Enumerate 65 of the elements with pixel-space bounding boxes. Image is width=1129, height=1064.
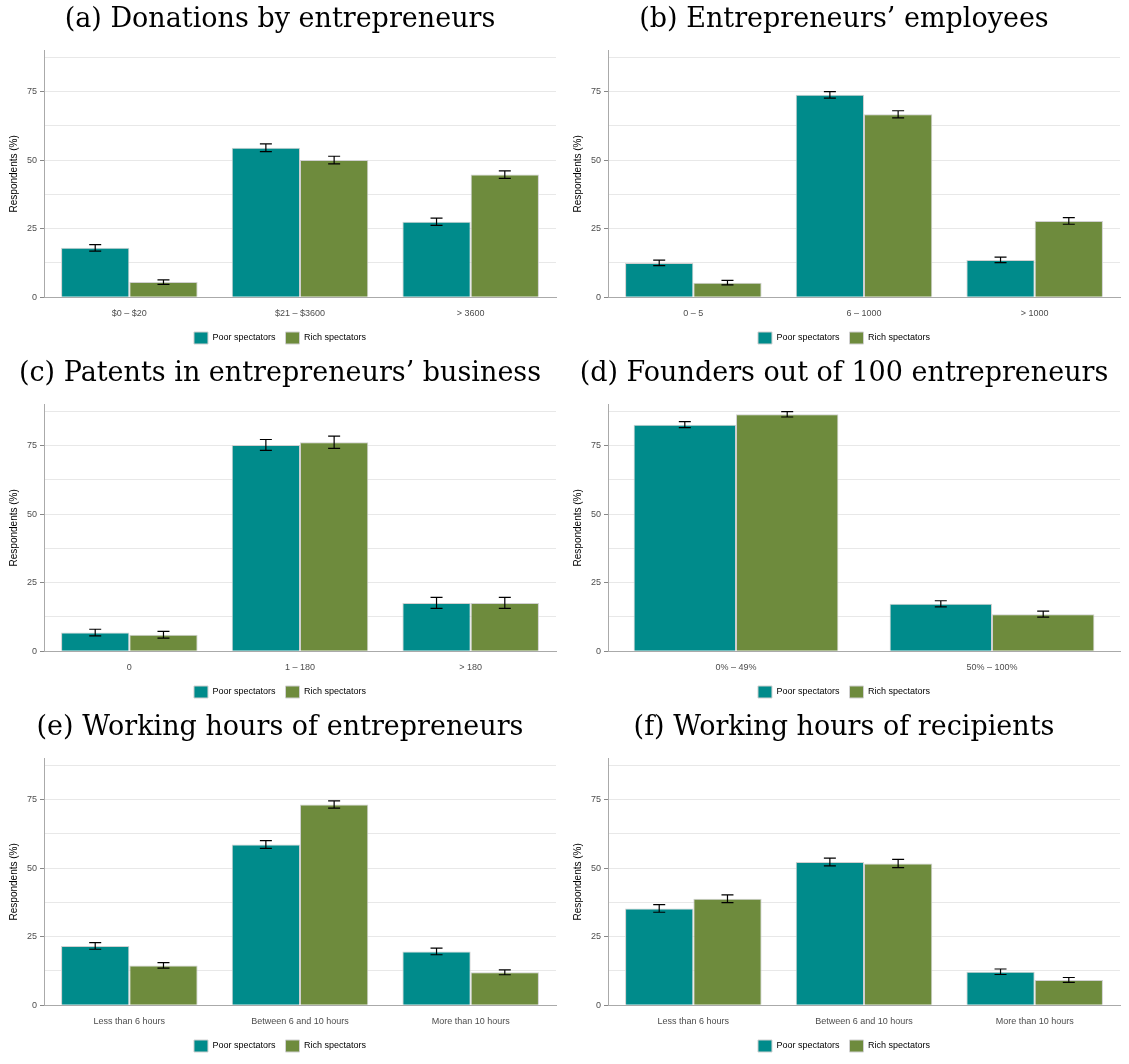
legend-label: Rich spectators [304, 1040, 367, 1051]
legend-label: Poor spectators [776, 686, 840, 697]
y-axis-title: Respondents (%) [571, 489, 583, 567]
legend-label: Poor spectators [212, 686, 276, 697]
y-tick-label: 75 [27, 794, 38, 805]
legend-label: Rich spectators [304, 686, 367, 697]
y-tick-label: 50 [591, 154, 602, 165]
y-tick-label: 25 [27, 931, 38, 942]
y-tick-label: 25 [27, 577, 38, 588]
x-tick-label: Less than 6 hours [657, 1016, 730, 1027]
y-tick-label: 50 [591, 862, 602, 873]
legend-label: Rich spectators [868, 332, 931, 343]
chart-title: (c) Patents in entrepreneurs’ business [18, 356, 542, 388]
x-tick-label: 0 – 5 [683, 308, 704, 319]
legend-label: Poor spectators [776, 1040, 840, 1051]
y-tick-label: 0 [596, 291, 602, 302]
legend-label: Rich spectators [868, 1040, 931, 1051]
y-tick-label: 25 [27, 223, 38, 234]
y-tick-label: 75 [27, 86, 38, 97]
x-tick-label: > 3600 [456, 308, 485, 319]
x-tick-label: 0% – 49% [715, 662, 757, 673]
y-tick-label: 25 [591, 931, 602, 942]
x-tick-label: 1 – 180 [284, 662, 316, 673]
y-tick-label: 0 [32, 999, 38, 1010]
legend-label: Poor spectators [212, 332, 276, 343]
x-tick-label: Between 6 and 10 hours [815, 1016, 914, 1027]
y-axis-title: Respondents (%) [7, 489, 19, 567]
legend-label: Poor spectators [776, 332, 840, 343]
legend-label: Rich spectators [868, 686, 931, 697]
chart-title: (d) Founders out of 100 entrepreneurs [579, 356, 1109, 388]
x-tick-label: Between 6 and 10 hours [251, 1016, 350, 1027]
y-tick-label: 50 [27, 862, 38, 873]
y-axis-title: Respondents (%) [7, 135, 19, 213]
legend-label: Rich spectators [304, 332, 367, 343]
x-tick-label: 0 [126, 662, 132, 673]
x-tick-label: 50% – 100% [966, 662, 1018, 673]
y-tick-label: 75 [27, 440, 38, 451]
chart-title: (a) Donations by entrepreneurs [64, 2, 496, 34]
x-tick-label: > 1000 [1020, 308, 1049, 319]
x-tick-label: 6 – 1000 [846, 308, 882, 319]
y-axis-title: Respondents (%) [571, 843, 583, 921]
y-tick-label: 0 [596, 999, 602, 1010]
x-tick-label: $0 – $20 [111, 308, 147, 319]
x-tick-label: Less than 6 hours [93, 1016, 166, 1027]
y-tick-label: 25 [591, 577, 602, 588]
y-axis-title: Respondents (%) [571, 135, 583, 213]
y-tick-label: 0 [32, 291, 38, 302]
chart-title: (b) Entrepreneurs’ employees [639, 2, 1049, 34]
y-tick-label: 50 [591, 508, 602, 519]
y-tick-label: 75 [591, 440, 602, 451]
y-tick-label: 0 [32, 645, 38, 656]
y-axis-title: Respondents (%) [7, 843, 19, 921]
legend-label: Poor spectators [212, 1040, 276, 1051]
x-tick-label: More than 10 hours [995, 1016, 1075, 1027]
y-tick-label: 50 [27, 508, 38, 519]
x-tick-label: > 180 [459, 662, 483, 673]
x-tick-label: More than 10 hours [431, 1016, 511, 1027]
y-tick-label: 50 [27, 154, 38, 165]
y-tick-label: 25 [591, 223, 602, 234]
chart-title: (f) Working hours of recipients [633, 710, 1055, 742]
x-tick-label: $21 – $3600 [274, 308, 326, 319]
y-tick-label: 75 [591, 86, 602, 97]
y-tick-label: 0 [596, 645, 602, 656]
chart-title: (e) Working hours of entrepreneurs [36, 710, 524, 742]
y-tick-label: 75 [591, 794, 602, 805]
